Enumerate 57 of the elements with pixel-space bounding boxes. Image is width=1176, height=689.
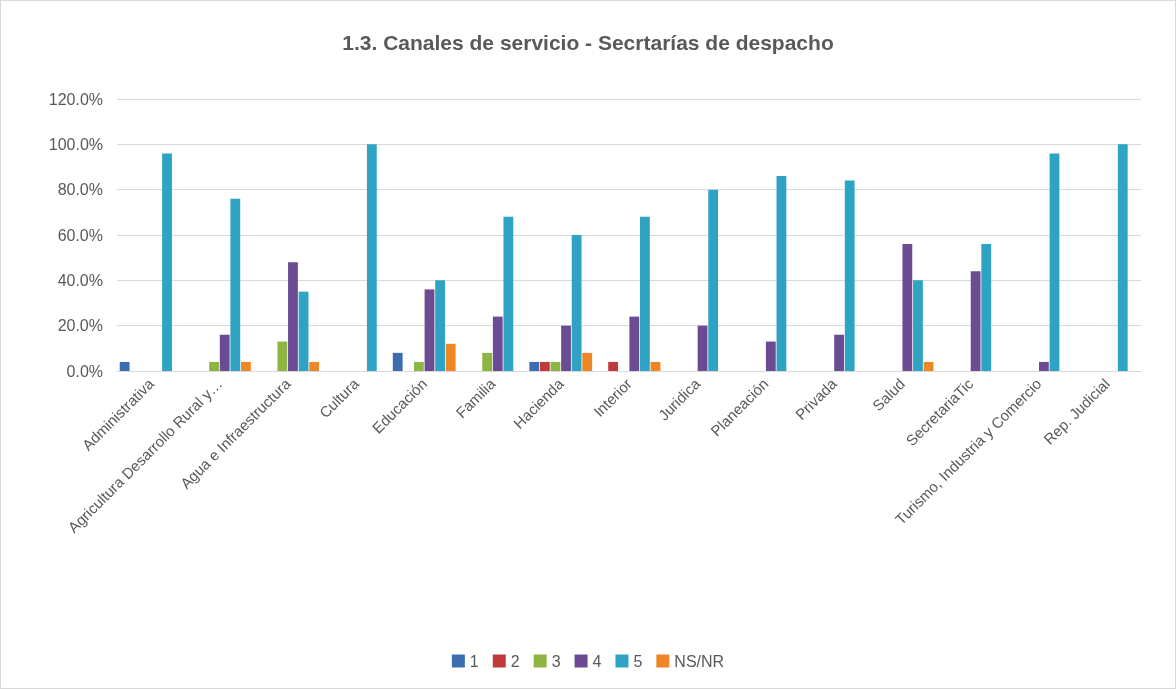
bar bbox=[765, 341, 776, 371]
bar bbox=[550, 361, 561, 371]
y-tick-label: 100.0% bbox=[48, 135, 103, 153]
bar bbox=[435, 280, 445, 371]
bar bbox=[923, 361, 934, 371]
bar bbox=[708, 189, 719, 371]
bar bbox=[834, 334, 845, 371]
legend-label: 1 bbox=[469, 652, 479, 670]
y-tick-label: 60.0% bbox=[57, 226, 103, 244]
legend-label: 5 bbox=[633, 652, 643, 670]
bar bbox=[529, 361, 540, 371]
bar bbox=[561, 325, 571, 371]
bar bbox=[902, 244, 913, 371]
bar bbox=[650, 361, 661, 371]
bar bbox=[162, 153, 172, 371]
legend-label: NS/NR bbox=[674, 652, 725, 670]
bar bbox=[503, 216, 514, 371]
bar bbox=[230, 198, 241, 371]
bar bbox=[981, 244, 992, 371]
bar bbox=[608, 361, 619, 371]
bar bbox=[629, 316, 640, 371]
legend-label: 3 bbox=[551, 652, 561, 670]
legend-label: 2 bbox=[510, 652, 520, 670]
y-tick-label: 40.0% bbox=[57, 271, 103, 289]
bar bbox=[571, 235, 582, 371]
bar bbox=[844, 180, 855, 371]
bar bbox=[1117, 144, 1128, 371]
bar bbox=[298, 291, 309, 371]
bar bbox=[445, 343, 456, 371]
bar bbox=[413, 361, 424, 371]
bar bbox=[240, 361, 251, 371]
bar bbox=[913, 280, 923, 371]
bar bbox=[1038, 361, 1049, 371]
bar bbox=[1049, 153, 1060, 371]
bar bbox=[424, 289, 435, 371]
y-tick-label: 120.0% bbox=[48, 90, 103, 108]
bar bbox=[776, 176, 787, 371]
bar bbox=[482, 352, 493, 371]
bar bbox=[392, 352, 403, 371]
bar bbox=[492, 316, 503, 371]
bar bbox=[309, 361, 320, 371]
bar bbox=[639, 216, 650, 371]
y-tick-label: 80.0% bbox=[57, 181, 103, 199]
bar bbox=[277, 341, 288, 371]
bar bbox=[582, 352, 593, 371]
bar bbox=[697, 325, 708, 371]
bar bbox=[970, 271, 981, 371]
legend-label: 4 bbox=[592, 652, 602, 670]
chart-title: 1.3. Canales de servicio - Secrtarías de despacho bbox=[342, 31, 834, 54]
bar bbox=[119, 361, 130, 371]
bar bbox=[539, 361, 550, 371]
bar bbox=[219, 334, 230, 371]
y-tick-label: 0.0% bbox=[66, 362, 103, 380]
y-tick-label: 20.0% bbox=[57, 317, 103, 335]
bar bbox=[366, 144, 377, 371]
bar bbox=[209, 361, 220, 371]
bar bbox=[288, 262, 298, 371]
